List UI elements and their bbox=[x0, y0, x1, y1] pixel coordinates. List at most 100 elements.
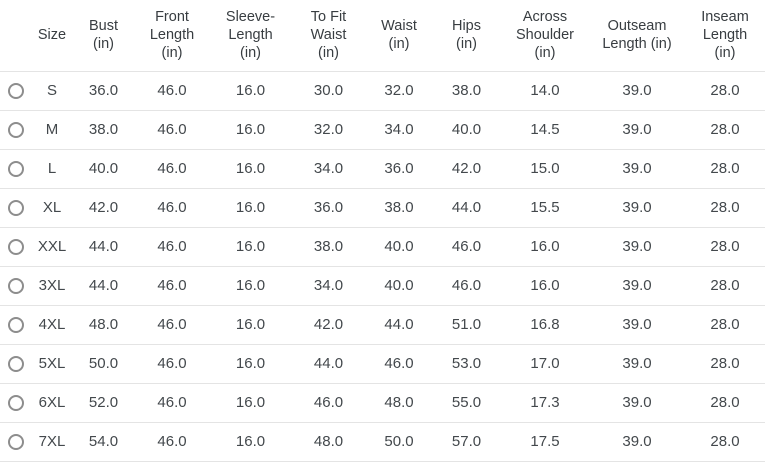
measurement-cell: 44.0 bbox=[73, 226, 134, 266]
measurement-cell: 55.0 bbox=[432, 382, 501, 422]
size-radio-l[interactable] bbox=[7, 161, 24, 178]
radio-cell bbox=[0, 187, 31, 227]
measurement-cell: 46.0 bbox=[134, 70, 210, 110]
measurement-cell: 17.3 bbox=[501, 382, 589, 422]
size-radio-7xl[interactable] bbox=[7, 434, 24, 451]
size-radio-5xl[interactable] bbox=[7, 356, 24, 373]
measurement-cell: 38.0 bbox=[73, 109, 134, 149]
measurement-cell: 46.0 bbox=[134, 343, 210, 383]
measurement-cell: 40.0 bbox=[366, 226, 432, 266]
measurement-cell: 46.0 bbox=[134, 304, 210, 344]
measurement-cell: 46.0 bbox=[134, 187, 210, 227]
size-label: 4XL bbox=[31, 304, 73, 344]
measurement-cell: 28.0 bbox=[685, 226, 765, 266]
radio-cell bbox=[0, 304, 31, 344]
measurement-cell: 46.0 bbox=[432, 226, 501, 266]
measurement-cell: 16.8 bbox=[501, 304, 589, 344]
size-label: 5XL bbox=[31, 343, 73, 383]
measurement-cell: 16.0 bbox=[501, 226, 589, 266]
size-radio-4xl[interactable] bbox=[7, 317, 24, 334]
measurement-cell: 16.0 bbox=[210, 109, 291, 149]
measurement-cell: 39.0 bbox=[589, 421, 685, 462]
measurement-cell: 28.0 bbox=[685, 109, 765, 149]
measurement-cell: 50.0 bbox=[73, 343, 134, 383]
measurement-cell: 39.0 bbox=[589, 187, 685, 227]
measurement-cell: 36.0 bbox=[366, 148, 432, 188]
column-header-to-fit-waist: To Fit Waist (in) bbox=[310, 9, 347, 62]
measurement-cell: 28.0 bbox=[685, 265, 765, 305]
measurement-cell: 16.0 bbox=[210, 187, 291, 227]
table-row: 7XL 54.0 46.0 16.0 48.0 50.0 57.0 17.5 39.0 28.0 bbox=[0, 421, 765, 462]
measurement-cell: 39.0 bbox=[589, 304, 685, 344]
size-label: S bbox=[31, 70, 73, 110]
measurement-cell: 39.0 bbox=[589, 226, 685, 266]
measurement-cell: 39.0 bbox=[589, 109, 685, 149]
measurement-cell: 28.0 bbox=[685, 421, 765, 462]
measurement-cell: 38.0 bbox=[432, 70, 501, 110]
radio-cell bbox=[0, 226, 31, 266]
measurement-cell: 16.0 bbox=[210, 265, 291, 305]
measurement-cell: 46.0 bbox=[366, 343, 432, 383]
column-header-front-length: Front Length (in) bbox=[149, 9, 195, 62]
measurement-cell: 16.0 bbox=[210, 148, 291, 188]
measurement-cell: 46.0 bbox=[134, 382, 210, 422]
measurement-cell: 46.0 bbox=[432, 265, 501, 305]
measurement-cell: 28.0 bbox=[685, 70, 765, 110]
radio-cell bbox=[0, 148, 31, 188]
measurement-cell: 46.0 bbox=[134, 148, 210, 188]
radio-cell bbox=[0, 343, 31, 383]
measurement-cell: 39.0 bbox=[589, 148, 685, 188]
column-header-across-shoulder: Across Shoulder (in) bbox=[515, 9, 575, 62]
table-row: 5XL 50.0 46.0 16.0 44.0 46.0 53.0 17.0 39.0 28.0 bbox=[0, 343, 765, 383]
column-header-sleeve-length: Sleeve- Length (in) bbox=[225, 9, 276, 62]
measurement-cell: 15.0 bbox=[501, 148, 589, 188]
measurement-cell: 48.0 bbox=[366, 382, 432, 422]
measurement-cell: 32.0 bbox=[291, 109, 366, 149]
measurement-cell: 39.0 bbox=[589, 343, 685, 383]
size-radio-s[interactable] bbox=[7, 83, 24, 100]
table-row: XXL 44.0 46.0 16.0 38.0 40.0 46.0 16.0 39.0 28.0 bbox=[0, 226, 765, 266]
measurement-cell: 39.0 bbox=[589, 265, 685, 305]
table-row: S 36.0 46.0 16.0 30.0 32.0 38.0 14.0 39.0 28.0 bbox=[0, 70, 765, 110]
measurement-cell: 16.0 bbox=[210, 304, 291, 344]
size-radio-6xl[interactable] bbox=[7, 395, 24, 412]
size-label: M bbox=[31, 109, 73, 149]
measurement-cell: 16.0 bbox=[501, 265, 589, 305]
column-header-bust: Bust (in) bbox=[88, 18, 118, 53]
measurement-cell: 28.0 bbox=[685, 187, 765, 227]
table-row: XL 42.0 46.0 16.0 36.0 38.0 44.0 15.5 39.0 28.0 bbox=[0, 187, 765, 227]
measurement-cell: 57.0 bbox=[432, 421, 501, 462]
measurement-cell: 39.0 bbox=[589, 70, 685, 110]
size-radio-m[interactable] bbox=[7, 122, 24, 139]
size-radio-3xl[interactable] bbox=[7, 278, 24, 295]
size-radio-xl[interactable] bbox=[7, 200, 24, 217]
column-header-inseam-length: Inseam Length (in) bbox=[701, 9, 749, 62]
measurement-cell: 32.0 bbox=[366, 70, 432, 110]
measurement-cell: 28.0 bbox=[685, 304, 765, 344]
size-label: XL bbox=[31, 187, 73, 227]
size-label: 6XL bbox=[31, 382, 73, 422]
measurement-cell: 17.0 bbox=[501, 343, 589, 383]
column-header-size: Size bbox=[37, 27, 67, 44]
measurement-cell: 34.0 bbox=[291, 265, 366, 305]
measurement-cell: 44.0 bbox=[432, 187, 501, 227]
measurement-cell: 16.0 bbox=[210, 421, 291, 462]
size-label: XXL bbox=[31, 226, 73, 266]
size-label: L bbox=[31, 148, 73, 188]
measurement-cell: 16.0 bbox=[210, 226, 291, 266]
measurement-cell: 28.0 bbox=[685, 148, 765, 188]
measurement-cell: 34.0 bbox=[291, 148, 366, 188]
size-radio-xxl[interactable] bbox=[7, 239, 24, 256]
measurement-cell: 15.5 bbox=[501, 187, 589, 227]
measurement-cell: 50.0 bbox=[366, 421, 432, 462]
measurement-cell: 46.0 bbox=[134, 226, 210, 266]
size-chart-body: S 36.0 46.0 16.0 30.0 32.0 38.0 14.0 39.0 28.0 M 38… bbox=[0, 70, 765, 462]
radio-cell bbox=[0, 421, 31, 462]
column-header-hips: Hips (in) bbox=[451, 18, 481, 53]
measurement-cell: 39.0 bbox=[589, 382, 685, 422]
table-row: 6XL 52.0 46.0 16.0 46.0 48.0 55.0 17.3 39.0 28.0 bbox=[0, 382, 765, 422]
measurement-cell: 46.0 bbox=[134, 109, 210, 149]
header-row: Size Bust (in) Front Length (in) Sleeve-… bbox=[0, 0, 765, 71]
measurement-cell: 53.0 bbox=[432, 343, 501, 383]
